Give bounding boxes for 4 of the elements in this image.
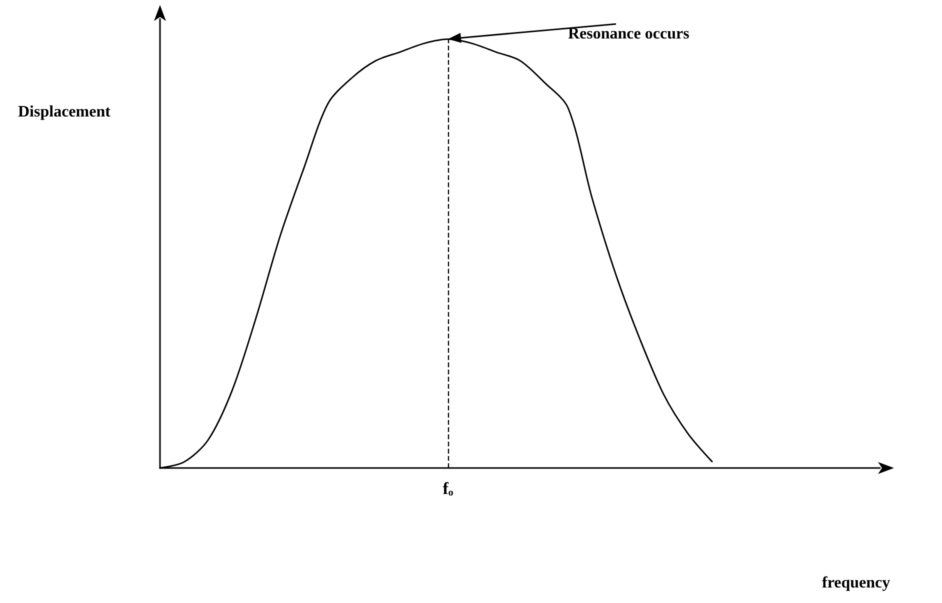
annotation: Resonance occurs bbox=[568, 26, 690, 43]
text: frequency bbox=[822, 574, 890, 592]
text: fₒ bbox=[442, 479, 454, 498]
y-axis-title: Displacement bbox=[18, 104, 112, 120]
